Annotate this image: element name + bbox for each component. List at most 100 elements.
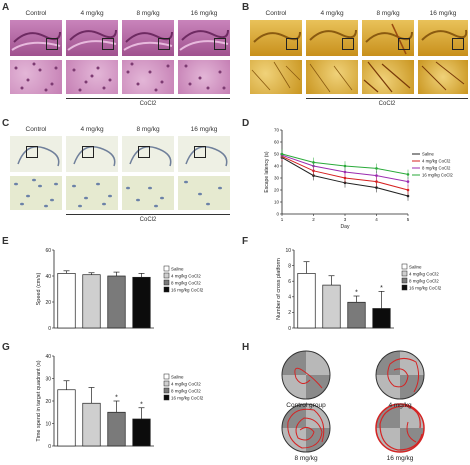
x-tick-label: 4 xyxy=(375,217,378,222)
data-point xyxy=(343,176,347,180)
data-point xyxy=(375,186,378,189)
data-point xyxy=(406,180,410,183)
panel-label-e: E xyxy=(2,236,9,247)
panel-label-b: B xyxy=(242,2,250,13)
group-bracket xyxy=(306,98,468,99)
he-highmag-image xyxy=(122,60,174,94)
y-tick-label: 30 xyxy=(45,376,51,382)
roi-box xyxy=(138,146,150,158)
roi-box xyxy=(452,38,464,50)
data-point xyxy=(312,174,315,177)
bar xyxy=(297,273,316,329)
legend-label: 8 mg/kg CoCl2 xyxy=(171,388,201,393)
he-highmag-image xyxy=(178,60,230,94)
nissl-lowmag-image xyxy=(10,136,62,172)
legend-swatch xyxy=(401,263,408,270)
data-point xyxy=(312,161,315,164)
legend-label: 4 mg/kg CoCl2 xyxy=(171,273,201,278)
panel-h-swim-paths: Control group 4 mg/kg 8 mg/kg 16 mg/kg xyxy=(281,350,425,462)
legend-swatch xyxy=(163,286,170,293)
swim-caption-control: Control group xyxy=(286,402,326,409)
bar xyxy=(57,273,76,329)
y-tick-label: 10 xyxy=(45,421,51,427)
x-tick-label: 3 xyxy=(344,217,347,222)
data-point xyxy=(375,174,378,177)
significance-marker: * xyxy=(115,395,118,402)
legend-label: 4 mg/kg CoCl2 xyxy=(409,271,439,276)
legend-label: 16 mg/kg CoCl2 xyxy=(409,285,442,290)
column-label-8mg: 8 mg/kg xyxy=(376,10,400,17)
y-tick-label: 70 xyxy=(274,128,280,133)
swim-caption-16mg: 16 mg/kg xyxy=(387,455,414,462)
legend-label: Saline xyxy=(422,152,435,157)
column-label-8mg: 8 mg/kg xyxy=(136,10,160,17)
group-label-cocl2: CoCl2 xyxy=(378,101,396,107)
legend-label: Saline xyxy=(171,266,184,271)
data-point xyxy=(406,194,410,198)
legend-swatch xyxy=(163,279,170,286)
bar xyxy=(107,411,126,447)
legend-label: 8 mg/kg CoCl2 xyxy=(171,280,201,285)
swim-caption-4mg: 4 mg/kg xyxy=(388,402,412,409)
y-tick-label: 40 xyxy=(274,164,280,169)
legend-swatch xyxy=(401,270,408,277)
roi-box xyxy=(46,38,58,50)
chart-speed: 0 20 40 60 Speed (cm/s) Saline 4 mg/kg CoCl2 8 … xyxy=(36,248,204,332)
nissl-highmag-image xyxy=(178,176,230,210)
bar xyxy=(132,276,151,329)
swim-path-4mg xyxy=(375,350,425,400)
he-highmag-image xyxy=(66,60,118,94)
nissl-lowmag-image xyxy=(122,136,174,172)
column-label-16mg: 16 mg/kg xyxy=(429,10,457,17)
x-tick-label: 1 xyxy=(281,217,284,222)
panel-label-a: A xyxy=(2,2,10,13)
legend-swatch xyxy=(163,373,170,380)
legend-swatch xyxy=(163,272,170,279)
y-tick-label: 2 xyxy=(288,310,291,316)
column-label-control: Control xyxy=(265,10,287,17)
y-axis-label: Escape latency (s) xyxy=(264,151,270,192)
significance-marker: * xyxy=(140,401,143,408)
silver-highmag-image xyxy=(306,60,358,94)
legend-label: 8 mg/kg CoCl2 xyxy=(422,166,451,171)
y-tick-label: 40 xyxy=(45,354,51,360)
legend-label: 16 mg/kg CoCl2 xyxy=(171,395,204,400)
roi-box xyxy=(26,146,38,158)
y-tick-label: 6 xyxy=(288,279,291,285)
x-tick-label: 5 xyxy=(407,217,410,222)
data-point xyxy=(343,181,347,185)
legend-swatch xyxy=(401,277,408,284)
legend-label: 16 mg/kg CoCl2 xyxy=(422,173,453,178)
panel-label-h: H xyxy=(242,342,250,353)
bar xyxy=(372,308,391,329)
nissl-lowmag-image xyxy=(66,136,118,172)
data-point xyxy=(312,169,315,173)
legend-swatch xyxy=(163,394,170,401)
y-tick-label: 60 xyxy=(274,140,280,145)
y-tick-label: 10 xyxy=(274,200,280,205)
y-axis-label: Time spend in target quadrant (s) xyxy=(36,360,42,441)
group-label-cocl2: CoCl2 xyxy=(139,101,157,107)
chart-escape-latency: 0 10 20 30 40 50 60 70 1 2 3 4 5 Day Escape latency (s… xyxy=(264,128,453,230)
y-axis-label: Speed (cm/s) xyxy=(36,272,42,305)
data-point xyxy=(406,173,410,176)
silver-highmag-image xyxy=(362,60,414,94)
bar xyxy=(82,402,101,447)
column-label-4mg: 4 mg/kg xyxy=(80,10,104,17)
roi-box xyxy=(82,146,94,158)
silver-highmag-image xyxy=(250,60,302,94)
legend-label: 16 mg/kg CoCl2 xyxy=(171,287,204,292)
legend-label: 4 mg/kg CoCl2 xyxy=(171,381,201,386)
bar xyxy=(347,301,366,329)
legend-label: Saline xyxy=(171,374,184,379)
legend-swatch xyxy=(163,380,170,387)
legend-swatch xyxy=(163,265,170,272)
legend-swatch xyxy=(163,387,170,394)
group-label-cocl2: CoCl2 xyxy=(139,217,157,223)
he-lowmag-image xyxy=(66,20,118,56)
data-point xyxy=(343,164,347,168)
y-tick-label: 20 xyxy=(45,300,51,306)
bar xyxy=(107,275,126,329)
group-bracket xyxy=(66,98,230,99)
